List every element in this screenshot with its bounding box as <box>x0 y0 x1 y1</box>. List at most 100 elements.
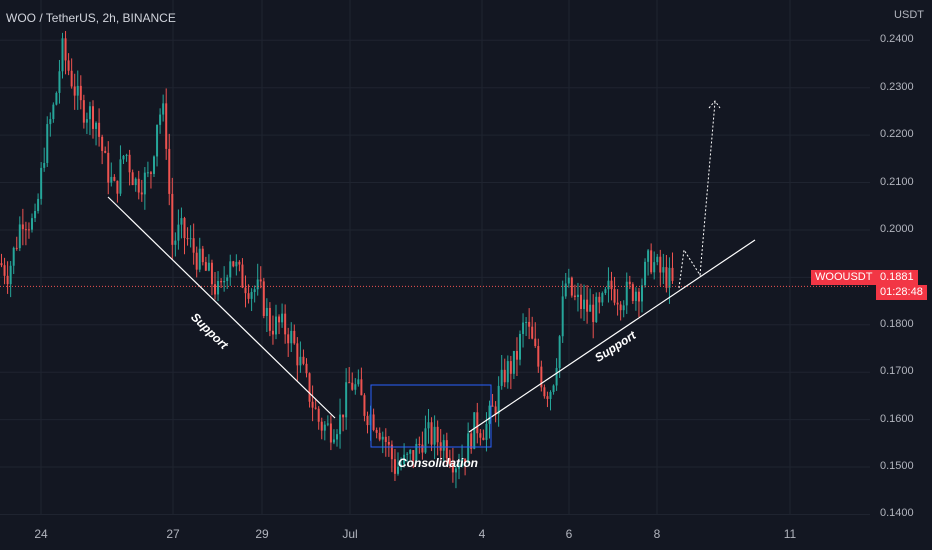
price-tick-label: 0.2200 <box>880 128 914 141</box>
candle-down <box>412 450 415 461</box>
candle-down <box>384 436 387 442</box>
price-tick-label: 0.2000 <box>880 222 914 235</box>
support-trendline-left[interactable] <box>107 196 336 419</box>
candle-down <box>241 264 244 288</box>
candle-up <box>512 350 515 374</box>
candle-down <box>271 330 274 335</box>
candle-down <box>201 248 204 263</box>
candle-down <box>329 423 332 443</box>
candle-up <box>622 305 625 311</box>
candle-down <box>92 106 94 129</box>
candle-up <box>9 265 12 285</box>
candle-down <box>204 262 207 271</box>
candle-down <box>598 296 601 303</box>
candle-up <box>235 261 238 267</box>
candle-up <box>326 423 329 425</box>
candle-up <box>281 313 284 323</box>
price-tick-label: 0.1800 <box>880 317 914 330</box>
candle-down <box>314 407 317 409</box>
candle-up <box>122 155 125 160</box>
candle-down <box>482 437 485 440</box>
candle-down <box>101 136 104 151</box>
candle-up <box>662 267 665 273</box>
last-price-tag: 0.1881 <box>876 270 918 285</box>
candle-down <box>113 176 116 181</box>
price-tick-label: 0.2300 <box>880 80 914 93</box>
candle-up <box>467 433 470 463</box>
candle-up <box>198 248 201 270</box>
candle-down <box>98 122 101 137</box>
candle-up <box>427 422 430 429</box>
candle-up <box>558 336 561 368</box>
consolidation-box[interactable] <box>370 384 492 448</box>
bar-countdown-tag: 01:28:48 <box>876 285 927 300</box>
candle-up <box>354 384 357 390</box>
candle-down <box>168 148 171 194</box>
candle-up <box>607 280 610 290</box>
candle-down <box>214 284 216 295</box>
candle-down <box>351 382 354 390</box>
candle-down <box>637 291 640 302</box>
symbol-tag: WOOUSDT <box>811 270 877 285</box>
candle-up <box>332 439 335 443</box>
time-tick-label: 4 <box>478 527 486 541</box>
candle-up <box>461 458 464 466</box>
candle-down <box>232 261 235 267</box>
candle-up <box>634 291 637 301</box>
chart-title: WOO / TetherUS, 2h, BINANCE <box>6 11 176 25</box>
candle-up <box>339 414 342 435</box>
candle-down <box>421 444 424 453</box>
candle-up <box>134 178 137 186</box>
candle-down <box>616 302 619 305</box>
candle-down <box>15 247 18 249</box>
candle-down <box>165 103 168 149</box>
candle-up <box>250 292 253 299</box>
candle-down <box>470 433 473 449</box>
candle-down <box>317 408 320 422</box>
candle-down <box>171 193 174 245</box>
candle-down <box>0 263 3 266</box>
candle-down <box>79 85 82 101</box>
candle-up <box>52 104 55 120</box>
candle-down <box>27 229 30 231</box>
candle-up <box>644 261 647 286</box>
projection-path-arrow[interactable] <box>678 101 716 289</box>
candle-up <box>226 277 229 281</box>
time-tick-label: 6 <box>565 527 573 541</box>
candle-up <box>76 85 79 96</box>
candle-up <box>601 293 604 303</box>
candle-up <box>40 167 43 199</box>
candle-down <box>592 304 595 323</box>
time-tick-label: 29 <box>255 527 269 541</box>
candle-up <box>12 247 15 266</box>
candle-down <box>342 414 345 418</box>
candle-down <box>546 396 549 399</box>
support-trendline-right[interactable] <box>468 239 756 433</box>
candle-up <box>265 307 268 316</box>
candle-up <box>604 289 607 294</box>
candle-down <box>195 252 198 270</box>
price-tick-label: 0.1400 <box>880 507 914 520</box>
candle-down <box>671 267 674 281</box>
candle-down <box>540 366 543 388</box>
candle-down <box>491 405 494 407</box>
candle-down <box>464 458 467 463</box>
candle-down <box>128 154 131 173</box>
candle-down <box>448 458 451 465</box>
candle-up <box>256 279 259 290</box>
candle-down <box>6 275 9 285</box>
candle-up <box>55 92 58 105</box>
candle-up <box>473 412 476 449</box>
candle-down <box>21 224 24 230</box>
candle-up <box>189 238 192 240</box>
candle-up <box>442 440 445 451</box>
candle-down <box>586 299 589 312</box>
candle-down <box>149 172 152 174</box>
candle-down <box>436 426 439 443</box>
candle-down <box>67 60 70 71</box>
candle-up <box>345 382 348 418</box>
candle-down <box>259 279 262 282</box>
candle-up <box>46 124 49 164</box>
candle-up <box>454 468 457 473</box>
